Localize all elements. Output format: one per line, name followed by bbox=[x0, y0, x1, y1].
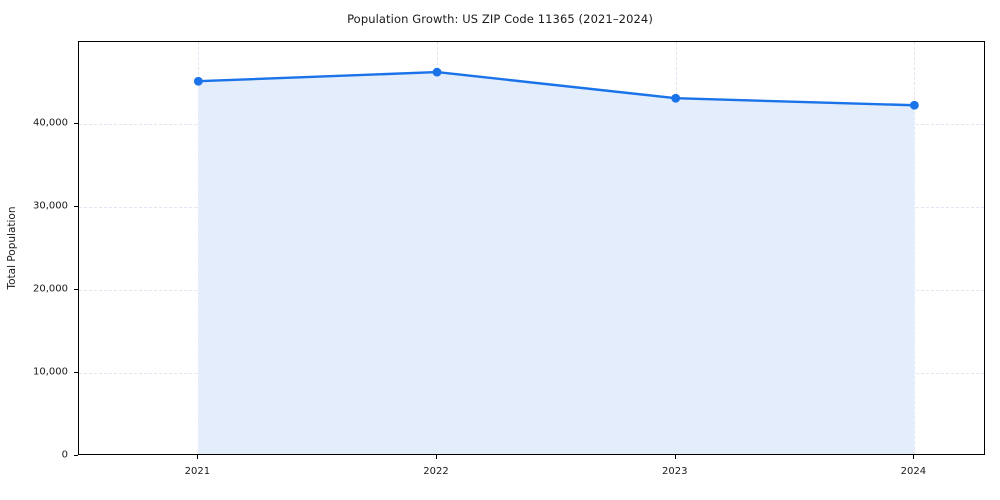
x-tick-label: 2021 bbox=[184, 466, 211, 477]
x-tick-mark bbox=[913, 455, 915, 459]
y-tick-mark bbox=[74, 372, 78, 374]
y-axis-title: Total Population bbox=[6, 206, 18, 290]
data-layer bbox=[193, 67, 919, 454]
plot-area bbox=[78, 41, 985, 455]
data-point bbox=[432, 67, 442, 77]
x-tick-mark bbox=[674, 455, 676, 459]
data-line bbox=[197, 70, 916, 107]
y-tick-mark bbox=[74, 123, 78, 125]
x-tick-mark bbox=[197, 455, 199, 459]
area-fill bbox=[198, 72, 915, 454]
data-point bbox=[193, 76, 203, 86]
chart-title: Population Growth: US ZIP Code 11365 (20… bbox=[347, 12, 653, 26]
gridline-vertical bbox=[914, 42, 916, 454]
x-tick-label: 2024 bbox=[900, 466, 927, 477]
y-tick-mark bbox=[74, 289, 78, 291]
x-tick-mark bbox=[436, 455, 438, 459]
y-tick-label: 20,000 bbox=[33, 283, 68, 295]
y-tick-label: 30,000 bbox=[33, 200, 68, 212]
y-tick-label: 0 bbox=[61, 449, 68, 461]
x-tick-label: 2022 bbox=[423, 466, 449, 477]
data-markers bbox=[193, 67, 919, 110]
y-tick-mark bbox=[74, 455, 78, 456]
y-tick-label: 40,000 bbox=[33, 117, 68, 129]
data-point bbox=[909, 100, 919, 110]
plot-inner bbox=[79, 42, 984, 454]
y-tick-mark bbox=[74, 206, 78, 208]
y-tick-label: 10,000 bbox=[33, 366, 68, 378]
data-point bbox=[671, 93, 681, 103]
x-tick-label: 2023 bbox=[661, 466, 688, 477]
